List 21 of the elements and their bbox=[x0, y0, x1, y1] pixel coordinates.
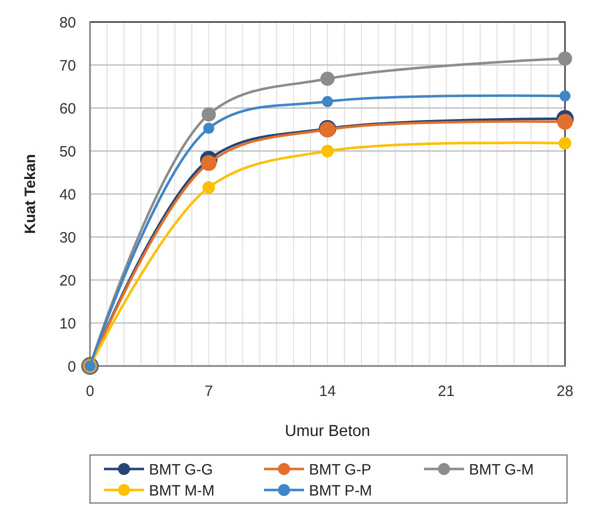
x-tick-label: 7 bbox=[204, 383, 213, 400]
legend-label: BMT G-P bbox=[309, 461, 372, 478]
y-tick-label: 50 bbox=[59, 143, 76, 160]
y-tick-label: 30 bbox=[59, 229, 76, 246]
x-tick-label: 14 bbox=[319, 383, 336, 400]
x-tick-label: 21 bbox=[438, 383, 455, 400]
x-axis-title: Umur Beton bbox=[284, 423, 370, 440]
y-tick-label: 40 bbox=[59, 186, 76, 204]
y-axis-title: Kuat Tekan bbox=[22, 154, 39, 234]
x-tick-label: 0 bbox=[86, 383, 94, 400]
x-tick-label: 28 bbox=[556, 383, 574, 400]
legend-label: BMT G-G bbox=[149, 461, 213, 478]
legend-label: BMT P-M bbox=[309, 482, 372, 500]
y-tick-label: 0 bbox=[68, 358, 76, 376]
y-tick-label: 60 bbox=[59, 100, 76, 118]
legend-label: BMT G-M bbox=[469, 461, 534, 478]
y-tick-label: 10 bbox=[59, 315, 76, 332]
legend-label: BMT M-M bbox=[149, 482, 215, 500]
y-tick-label: 20 bbox=[59, 272, 76, 290]
y-tick-label: 70 bbox=[59, 57, 76, 74]
y-tick-label: 80 bbox=[59, 14, 76, 32]
